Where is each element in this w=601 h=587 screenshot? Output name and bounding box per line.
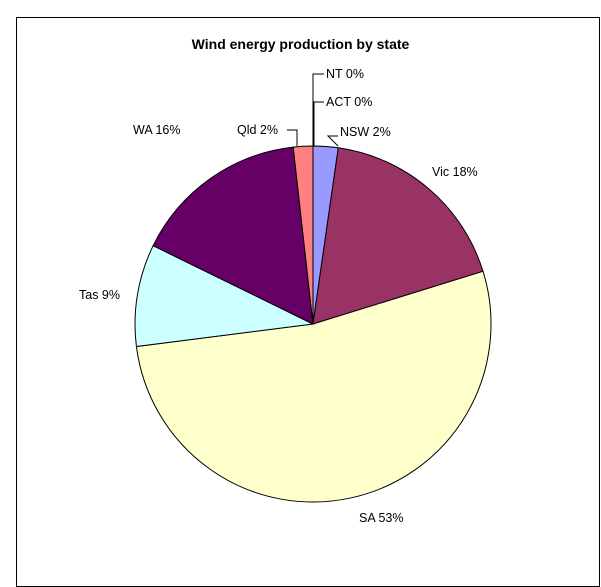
- slice-label-nsw: NSW 2%: [340, 125, 391, 139]
- pie-chart: NSW 2% Vic 18% SA 53% Tas 9% WA 16% Qld 2% ACT…: [79, 67, 492, 525]
- pie-slice-tas: [134, 245, 315, 348]
- slice-label-sa: SA 53%: [359, 511, 403, 525]
- chart-title: Wind energy production by state: [191, 36, 410, 52]
- leader-line-act: [313, 101, 324, 146]
- slice-label-wa: WA 16%: [133, 123, 180, 137]
- slice-label-vic: Vic 18%: [432, 165, 478, 179]
- pie-slice-wa: [152, 146, 314, 325]
- slice-label-tas: Tas 9%: [79, 288, 120, 302]
- pie-slice-vic: [312, 147, 484, 325]
- slice-label-act: ACT 0%: [326, 95, 372, 109]
- slice-label-qld: Qld 2%: [237, 123, 278, 137]
- leader-line-nsw: [326, 135, 339, 147]
- leader-line-nt: [312, 73, 324, 146]
- pie-slice-sa: [135, 270, 492, 503]
- leader-line-qld: [287, 129, 298, 146]
- slice-label-nt: NT 0%: [326, 67, 364, 81]
